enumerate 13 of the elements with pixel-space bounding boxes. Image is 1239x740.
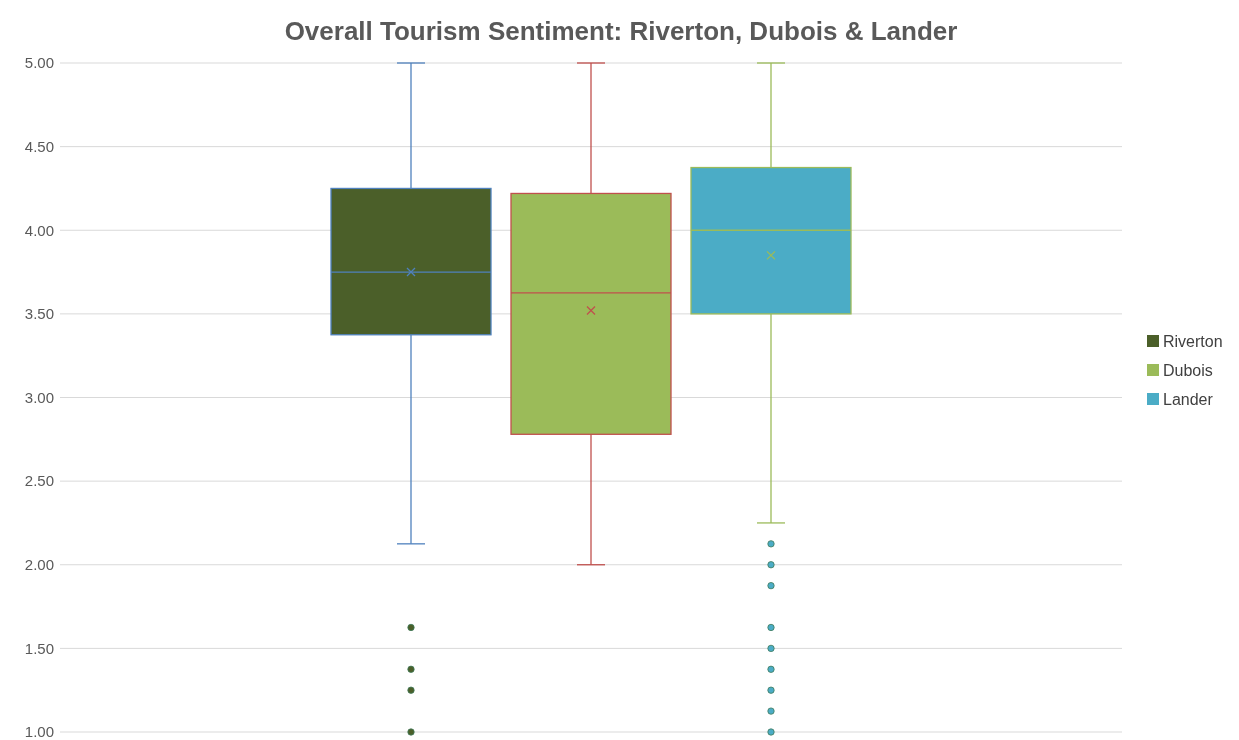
y-tick-label: 2.00 bbox=[24, 556, 54, 573]
y-tick-label: 3.50 bbox=[24, 305, 54, 323]
y-tick-label: 1.00 bbox=[24, 723, 54, 740]
legend-label: Lander bbox=[1163, 390, 1214, 408]
y-tick-label: 3.00 bbox=[24, 388, 54, 406]
legend-label: Dubois bbox=[1163, 361, 1213, 379]
chart-title: Overall Tourism Sentiment: Riverton, Dubois & Lander bbox=[284, 16, 958, 46]
y-tick-label: 1.50 bbox=[24, 639, 54, 657]
legend-label: Riverton bbox=[1163, 332, 1223, 350]
y-tick-label: 4.50 bbox=[24, 137, 54, 155]
y-tick-label: 4.00 bbox=[24, 221, 54, 239]
y-tick-label: 5.00 bbox=[24, 54, 54, 72]
y-tick-label: 2.50 bbox=[24, 472, 54, 490]
